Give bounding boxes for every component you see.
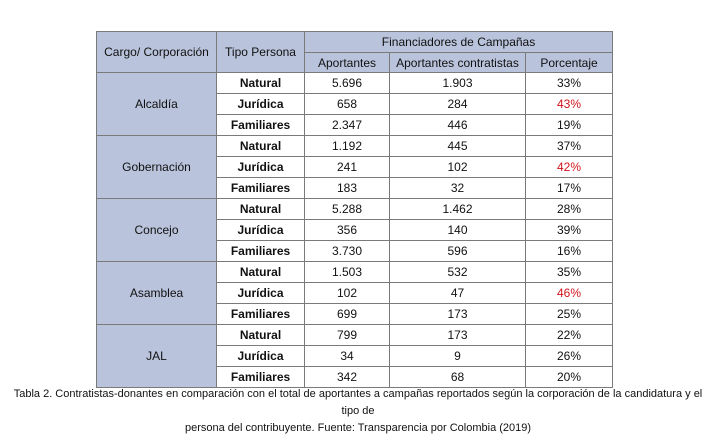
tipo-persona-cell: Familiares xyxy=(216,177,305,199)
porcentaje-cell: 17% xyxy=(524,177,614,199)
aportantes-contratistas-cell: 173 xyxy=(389,324,526,346)
tipo-persona-cell: Natural xyxy=(216,198,305,220)
header-aportantes: Aportantes xyxy=(304,52,390,73)
tipo-persona-cell: Natural xyxy=(216,261,305,283)
cargo-cell: Asamblea xyxy=(96,261,217,325)
porcentaje-cell: 39% xyxy=(524,219,614,241)
header-aportantes-contratistas: Aportantes contratistas xyxy=(389,52,526,73)
aportantes-cell: 34 xyxy=(304,345,390,367)
tipo-persona-cell: Jurídica xyxy=(216,156,305,178)
table-row: Asamblea Natural 1.503 532 35% xyxy=(96,261,614,325)
tipo-persona-cell: Jurídica xyxy=(216,219,305,241)
aportantes-cell: 5.696 xyxy=(304,72,390,94)
aportantes-cell: 241 xyxy=(304,156,390,178)
cargo-cell: Gobernación xyxy=(96,135,217,199)
aportantes-contratistas-cell: 173 xyxy=(389,303,526,325)
aportantes-cell: 699 xyxy=(304,303,390,325)
table-row: Familiares 3.730 596 16% xyxy=(97,240,614,262)
aportantes-contratistas-cell: 102 xyxy=(389,156,526,178)
porcentaje-cell: 16% xyxy=(524,240,614,262)
table-caption: Tabla 2. Contratistas-donantes en compar… xyxy=(6,386,710,437)
table-row: Familiares 699 173 25% xyxy=(97,303,614,325)
porcentaje-cell: 46% xyxy=(524,282,614,304)
aportantes-contratistas-cell: 446 xyxy=(389,114,526,136)
porcentaje-cell: 33% xyxy=(524,72,614,94)
tipo-persona-cell: Jurídica xyxy=(216,93,305,115)
table-row: Jurídica 34 9 26% xyxy=(97,345,614,367)
porcentaje-cell: 42% xyxy=(524,156,614,178)
table-row: Gobernación Natural 1.192 445 37% xyxy=(96,135,614,199)
porcentaje-cell: 25% xyxy=(524,303,614,325)
table-row: Familiares 183 32 17% xyxy=(97,177,614,199)
aportantes-cell: 658 xyxy=(304,93,390,115)
financiadores-table: Cargo/ Corporación Tipo Persona Financia… xyxy=(96,31,614,388)
aportantes-cell: 2.347 xyxy=(304,114,390,136)
porcentaje-cell: 26% xyxy=(524,345,614,367)
tipo-persona-cell: Natural xyxy=(216,135,305,157)
porcentaje-cell: 37% xyxy=(524,135,614,157)
tipo-persona-cell: Jurídica xyxy=(216,282,305,304)
porcentaje-cell: 19% xyxy=(524,114,614,136)
aportantes-cell: 102 xyxy=(304,282,390,304)
aportantes-cell: 356 xyxy=(304,219,390,241)
caption-line-1: Tabla 2. Contratistas-donantes en compar… xyxy=(13,388,703,417)
porcentaje-cell: 43% xyxy=(524,93,614,115)
tipo-persona-cell: Familiares xyxy=(216,366,305,388)
table-row: Jurídica 102 47 46% xyxy=(97,282,614,304)
aportantes-cell: 3.730 xyxy=(304,240,390,262)
table-row: Jurídica 658 284 43% xyxy=(97,93,614,115)
tipo-persona-cell: Familiares xyxy=(216,303,305,325)
table-row: Jurídica 241 102 42% xyxy=(97,156,614,178)
table-row: Alcaldía Natural 5.696 1.903 33% xyxy=(96,72,614,136)
header-cargo: Cargo/ Corporación xyxy=(96,31,217,73)
aportantes-contratistas-cell: 140 xyxy=(389,219,526,241)
table-row: Jurídica 356 140 39% xyxy=(97,219,614,241)
tipo-persona-cell: Natural xyxy=(216,72,305,94)
cargo-cell: Concejo xyxy=(96,198,217,262)
porcentaje-cell: 22% xyxy=(524,324,614,346)
aportantes-cell: 1.503 xyxy=(304,261,390,283)
aportantes-contratistas-cell: 1.462 xyxy=(389,198,526,220)
aportantes-cell: 1.192 xyxy=(304,135,390,157)
aportantes-contratistas-cell: 9 xyxy=(389,345,526,367)
aportantes-contratistas-cell: 284 xyxy=(389,93,526,115)
aportantes-contratistas-cell: 68 xyxy=(389,366,526,388)
tipo-persona-cell: Familiares xyxy=(216,114,305,136)
aportantes-contratistas-cell: 445 xyxy=(389,135,526,157)
tipo-persona-cell: Natural xyxy=(216,324,305,346)
table-row: Concejo Natural 5.288 1.462 28% xyxy=(96,198,614,262)
header-financiadores: Financiadores de Campañas xyxy=(303,31,614,53)
aportantes-contratistas-cell: 47 xyxy=(389,282,526,304)
cargo-cell: Alcaldía xyxy=(96,72,217,136)
header-porcentaje: Porcentaje xyxy=(524,52,614,73)
aportantes-cell: 799 xyxy=(304,324,390,346)
porcentaje-cell: 35% xyxy=(524,261,614,283)
caption-line-2: persona del contribuyente. Fuente: Trans… xyxy=(184,422,532,434)
table-row: JAL Natural 799 173 22% xyxy=(96,324,614,388)
cargo-cell: JAL xyxy=(96,324,217,388)
table-row: Familiares 342 68 20% xyxy=(97,366,614,388)
porcentaje-cell: 28% xyxy=(524,198,614,220)
aportantes-contratistas-cell: 1.903 xyxy=(389,72,526,94)
header-tipo-persona: Tipo Persona xyxy=(216,31,305,73)
tipo-persona-cell: Familiares xyxy=(216,240,305,262)
aportantes-cell: 342 xyxy=(304,366,390,388)
aportantes-contratistas-cell: 532 xyxy=(389,261,526,283)
aportantes-contratistas-cell: 596 xyxy=(389,240,526,262)
aportantes-contratistas-cell: 32 xyxy=(389,177,526,199)
tipo-persona-cell: Jurídica xyxy=(216,345,305,367)
aportantes-cell: 183 xyxy=(304,177,390,199)
aportantes-cell: 5.288 xyxy=(304,198,390,220)
porcentaje-cell: 20% xyxy=(524,366,614,388)
